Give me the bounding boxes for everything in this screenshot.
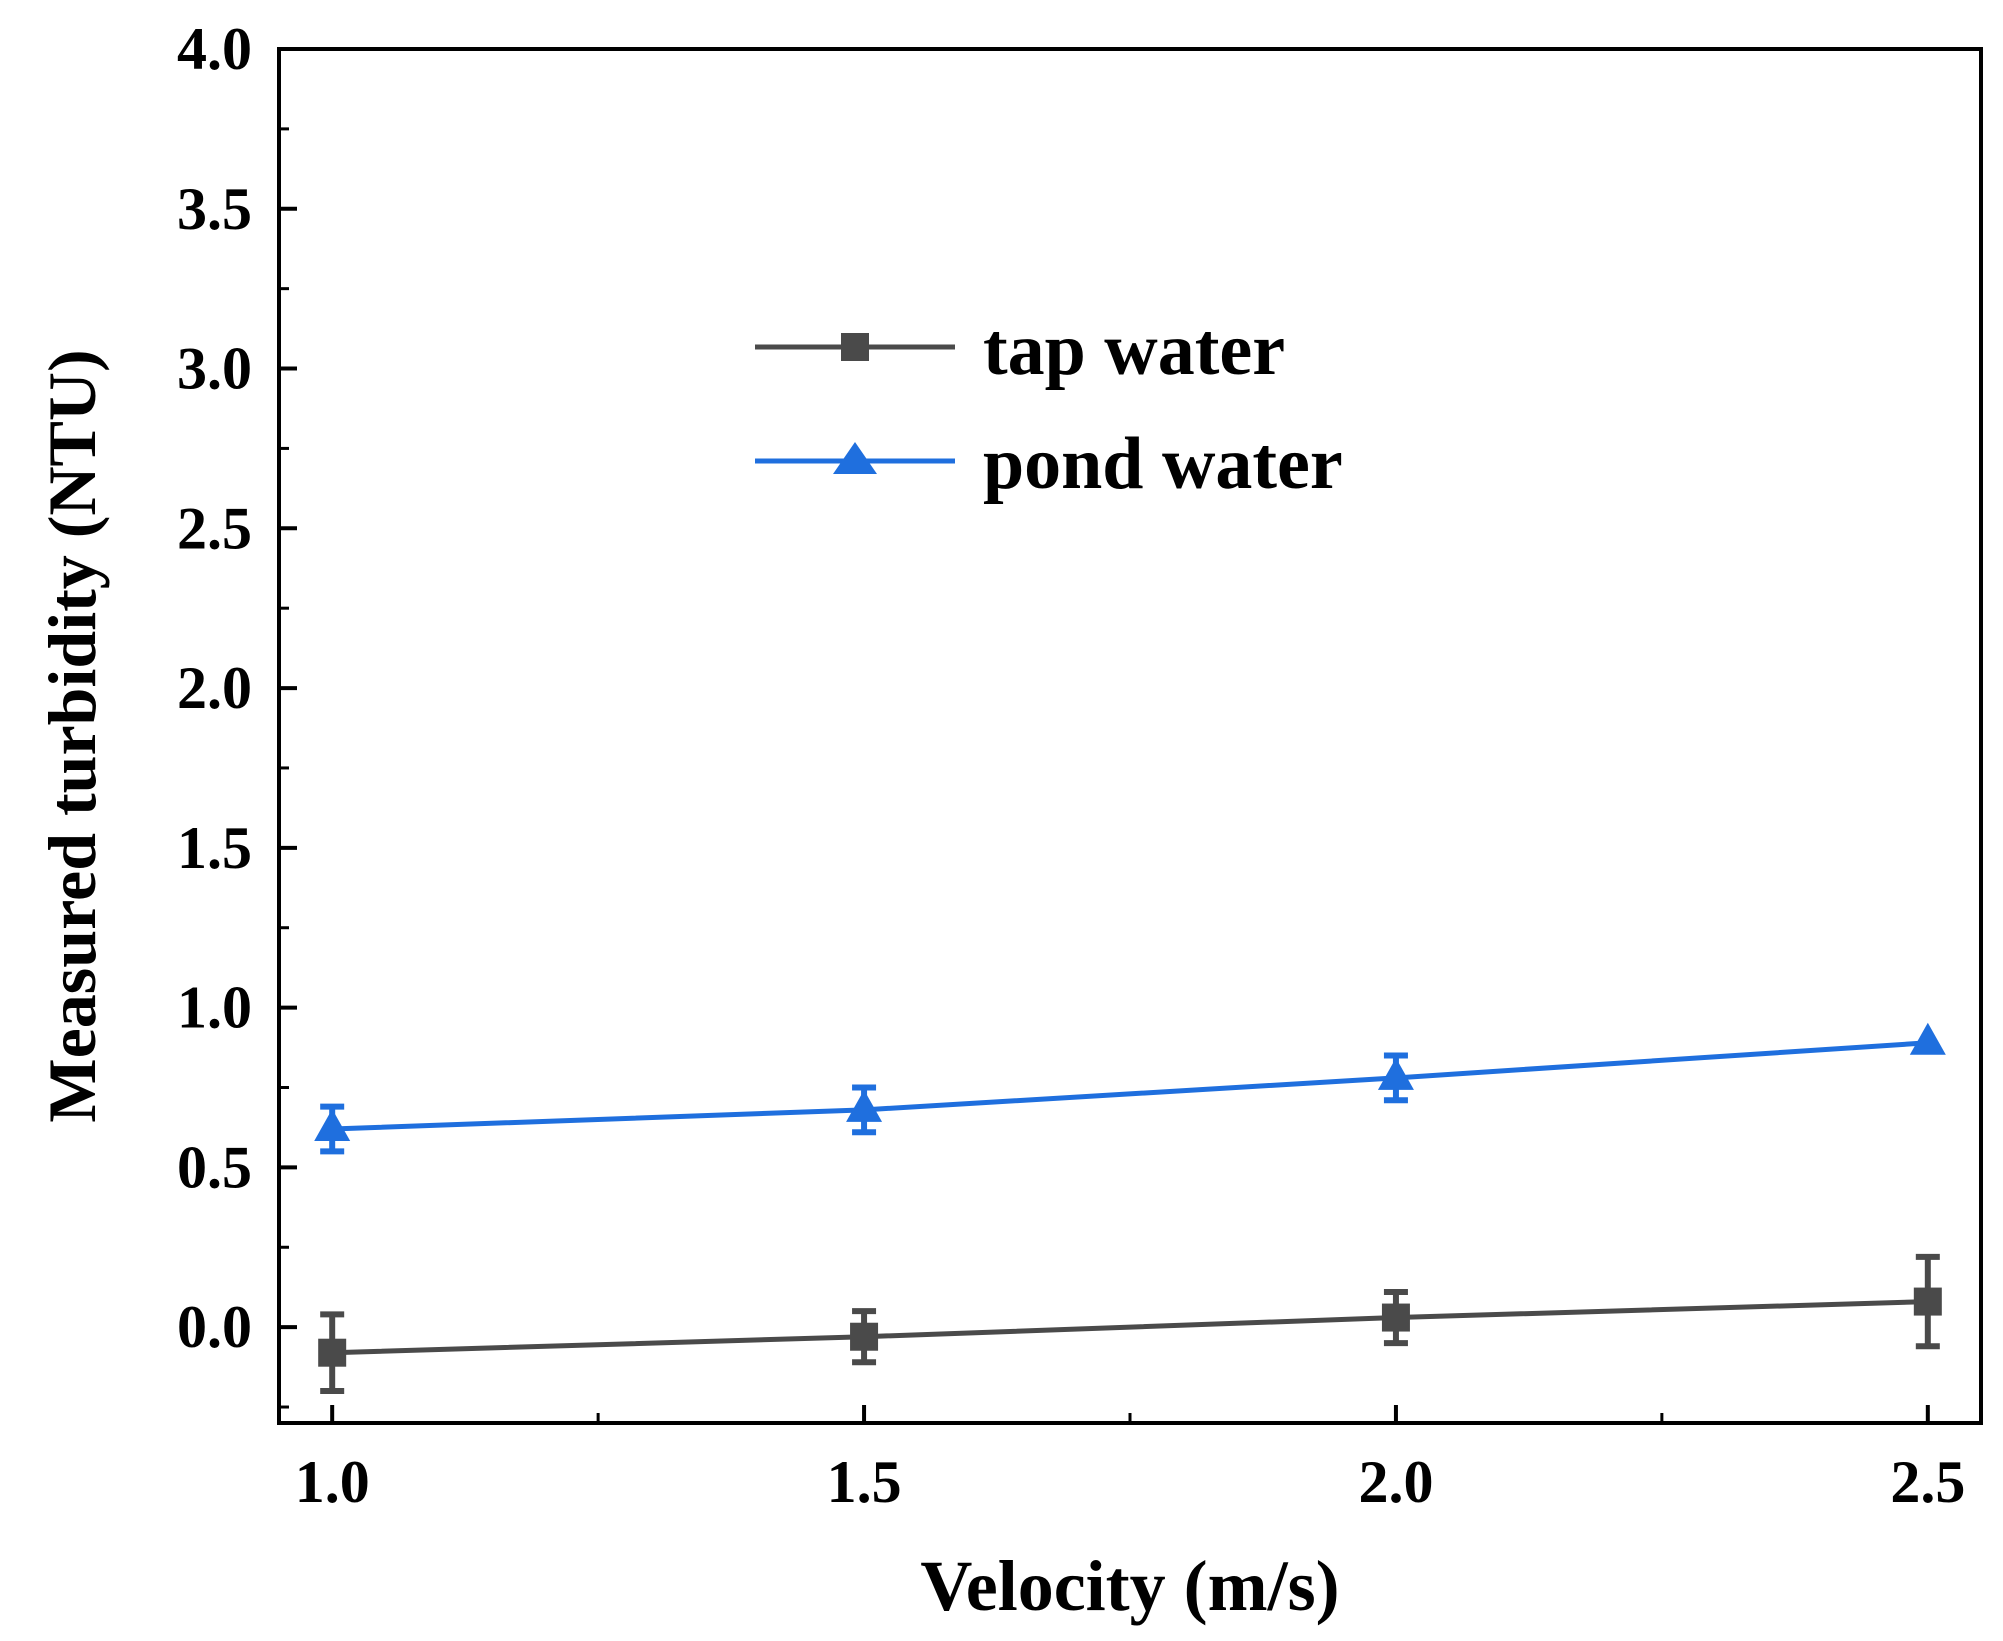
x-tick-label: 1.5 [827,1449,902,1515]
plot-area-frame [277,47,1983,1425]
y-tick-label: 1.0 [177,975,252,1041]
data-point-pond-water [1909,1022,1946,1055]
series-line-pond-water [332,1040,1928,1132]
x-axis-ticks: 1.0 1.5 2.0 2.5 [295,1405,1965,1515]
x-tick-label: 2.5 [1890,1449,1965,1515]
legend-marker-square [841,333,869,361]
x-tick-label: 1.0 [295,1449,370,1515]
legend-label-pond-water: pond water [983,423,1343,505]
y-tick-label: 3.5 [177,176,252,242]
y-tick-label: 0.5 [177,1134,252,1200]
legend: tap water pond water [755,309,1343,505]
legend-label-tap-water: tap water [983,309,1285,391]
data-point-tap-water [1913,1287,1942,1316]
data-point-tap-water [318,1338,347,1367]
data-point-tap-water [850,1322,879,1351]
y-tick-label: 2.0 [177,655,252,721]
y-tick-label: 0.0 [177,1294,252,1360]
data-point-tap-water [1381,1303,1410,1332]
series-layer [314,1022,1946,1395]
data-point-pond-water [846,1089,883,1122]
y-tick-label: 2.5 [177,495,252,561]
y-tick-label: 3.0 [177,336,252,402]
series-line-tap-water [332,1299,1928,1356]
y-tick-label: 1.5 [177,815,252,881]
x-tick-label: 2.0 [1358,1449,1433,1515]
y-tick-label: 4.0 [177,16,252,82]
data-point-pond-water [1377,1057,1414,1090]
y-axis-ticks: 0.0 0.5 1.0 1.5 2.0 2.5 3.0 3.5 4.0 [177,16,297,1409]
y-axis-label: Measured turbidity (NTU) [34,349,110,1122]
x-axis-label: Velocity (m/s) [920,1546,1339,1626]
data-point-pond-water [314,1109,351,1142]
legend-marker-triangle [833,442,877,474]
